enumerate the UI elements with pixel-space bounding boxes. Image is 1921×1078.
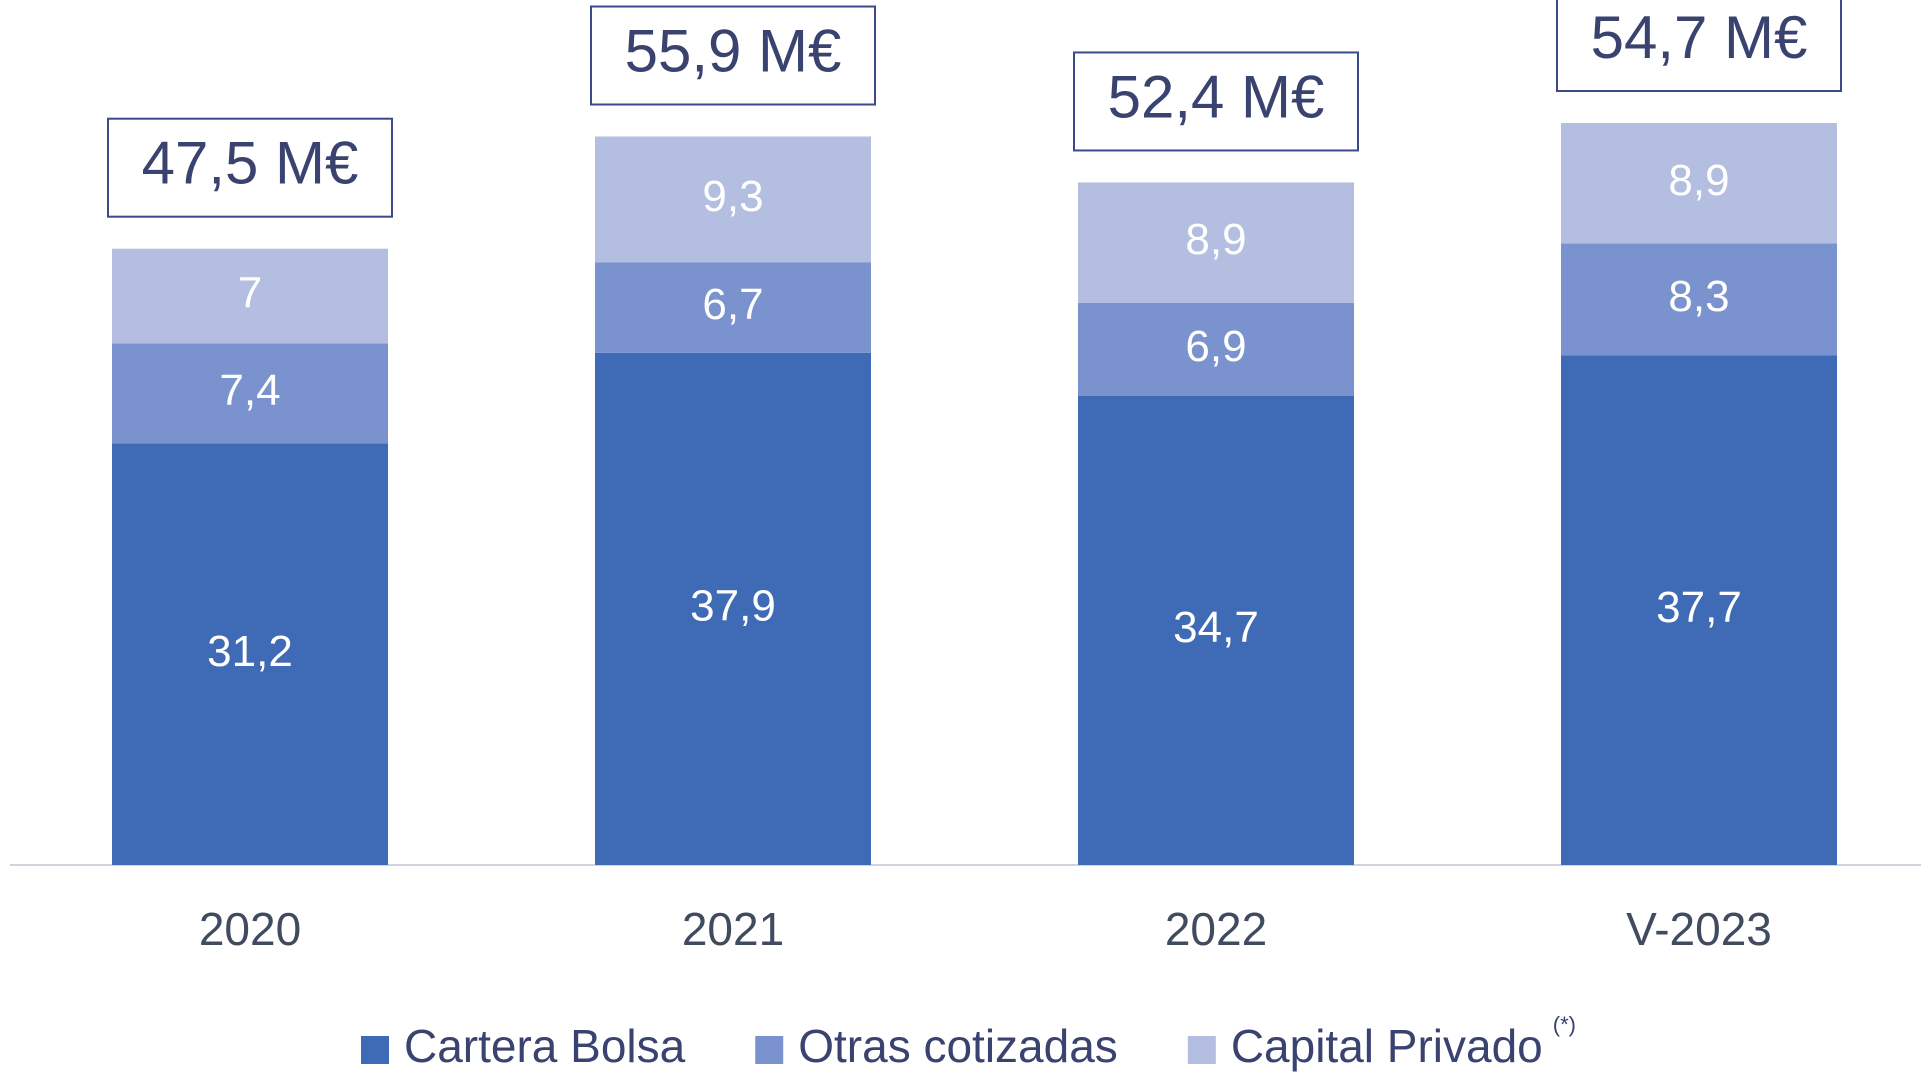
value-label: 37,9	[690, 582, 776, 631]
x-tick-label: 2020	[199, 903, 301, 955]
value-label: 37,7	[1656, 583, 1742, 632]
bar-segment	[1078, 302, 1354, 397]
value-label: 8,3	[1668, 272, 1729, 321]
value-label: 6,9	[1185, 322, 1246, 371]
bar-segment	[595, 136, 871, 263]
value-label: 8,9	[1668, 156, 1729, 205]
legend-note: (*)	[1553, 1012, 1576, 1037]
total-label: 54,7 M€	[1591, 4, 1808, 71]
total-label: 52,4 M€	[1108, 63, 1325, 130]
value-label: 34,7	[1173, 603, 1259, 652]
bar-segment	[1561, 122, 1837, 244]
legend-swatch	[755, 1036, 784, 1064]
legend-label: Capital Privado	[1231, 1020, 1543, 1072]
value-label: 7,4	[219, 366, 280, 415]
total-box	[1556, 0, 1842, 92]
total-label: 47,5 M€	[142, 130, 359, 197]
total-box	[1073, 51, 1359, 152]
bar-segment	[1561, 243, 1837, 356]
bar-segment	[1561, 355, 1837, 865]
x-tick-label: 2022	[1165, 903, 1267, 955]
bar-segment	[595, 262, 871, 353]
bar-segment	[595, 352, 871, 865]
total-label: 55,9 M€	[625, 17, 842, 84]
value-label: 9,3	[702, 172, 763, 221]
bar-segment	[1078, 396, 1354, 865]
bar-segment	[1078, 182, 1354, 303]
total-box	[107, 117, 393, 218]
value-label: 7	[238, 269, 262, 318]
bar-segment	[112, 248, 388, 344]
legend-label: Otras cotizadas	[798, 1020, 1118, 1072]
x-tick-label: V-2023	[1626, 903, 1772, 955]
legend-swatch	[361, 1036, 389, 1064]
legend-label: Cartera Bolsa	[404, 1020, 686, 1072]
value-label: 31,2	[207, 627, 293, 676]
total-box	[590, 5, 876, 106]
value-label: 8,9	[1185, 215, 1246, 264]
x-tick-label: 2021	[682, 903, 784, 955]
value-label: 6,7	[702, 280, 763, 329]
bar-segment	[112, 443, 388, 865]
bar-segment	[112, 343, 388, 444]
legend-swatch	[1187, 1036, 1216, 1064]
